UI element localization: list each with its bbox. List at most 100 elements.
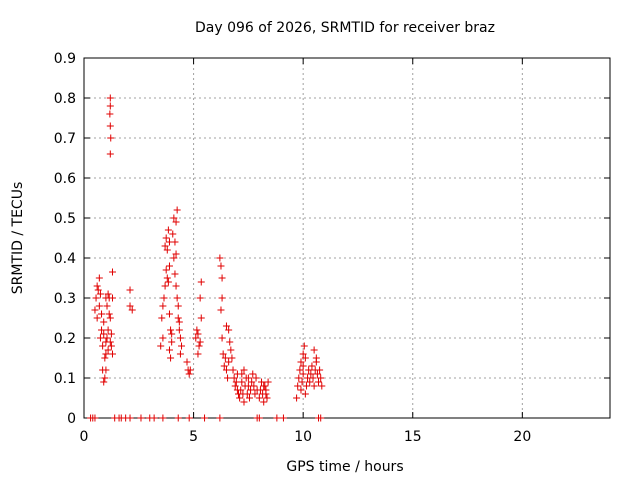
data-point (172, 282, 180, 290)
data-point (103, 302, 111, 310)
data-point (126, 302, 134, 310)
data-point (252, 374, 260, 382)
data-point (251, 390, 259, 398)
data-point (106, 338, 114, 346)
data-point (219, 350, 227, 358)
data-point (96, 290, 104, 298)
x-tick-label: 20 (513, 429, 531, 445)
data-point (106, 150, 114, 158)
data-point (170, 214, 178, 222)
data-point (173, 294, 181, 302)
y-tick-label: 0.2 (54, 331, 76, 347)
data-point (220, 362, 228, 370)
data-point (293, 394, 301, 402)
data-point (201, 414, 209, 422)
data-point (255, 394, 263, 402)
y-tick-label: 0.4 (54, 251, 76, 267)
data-point (262, 390, 270, 398)
data-point (307, 370, 315, 378)
data-point (102, 350, 110, 358)
data-point (243, 390, 251, 398)
data-point (159, 334, 167, 342)
data-point (101, 374, 109, 382)
data-point (264, 378, 272, 386)
data-point (260, 382, 268, 390)
data-point (297, 358, 305, 366)
data-point (167, 326, 175, 334)
data-point (167, 354, 175, 362)
data-point (196, 294, 204, 302)
x-tick-label: 5 (189, 429, 198, 445)
data-point (99, 342, 107, 350)
data-point (217, 306, 225, 314)
data-point (100, 318, 108, 326)
data-point (98, 310, 106, 318)
data-point (108, 350, 116, 358)
data-point (194, 330, 202, 338)
data-point (161, 282, 169, 290)
y-tick-label: 0.9 (54, 51, 76, 67)
data-point (263, 394, 271, 402)
data-point (93, 314, 101, 322)
data-point (104, 346, 112, 354)
data-point (169, 230, 177, 238)
data-point (300, 342, 308, 350)
chart-title: Day 096 of 2026, SRMTID for receiver bra… (195, 20, 495, 36)
data-point (137, 414, 145, 422)
data-point (107, 342, 115, 350)
data-point (195, 342, 203, 350)
data-point (228, 354, 236, 362)
data-point (106, 110, 114, 118)
data-point (91, 414, 99, 422)
data-point (107, 134, 115, 142)
data-point (217, 262, 225, 270)
data-point (163, 274, 171, 282)
y-tick-label: 0.3 (54, 291, 76, 307)
data-point (128, 306, 136, 314)
y-axis-label: SRMTID / TECUs (10, 182, 26, 295)
data-point (244, 374, 252, 382)
data-point (178, 342, 186, 350)
x-tick-label: 0 (80, 429, 89, 445)
x-axis-label: GPS time / hours (286, 459, 403, 475)
data-point (100, 330, 108, 338)
data-point (221, 354, 229, 362)
data-point (104, 290, 112, 298)
data-point (299, 350, 307, 358)
data-point (175, 326, 183, 334)
data-point (248, 378, 256, 386)
data-point (230, 374, 238, 382)
data-point (165, 310, 173, 318)
data-point (309, 374, 317, 382)
data-point (273, 414, 281, 422)
data-point (108, 294, 116, 302)
x-tick-label: 10 (294, 429, 312, 445)
data-point (255, 414, 263, 422)
data-point (105, 310, 113, 318)
data-point (126, 286, 134, 294)
data-point (170, 254, 178, 262)
data-point (238, 370, 246, 378)
data-point (176, 334, 184, 342)
data-point (218, 294, 226, 302)
data-point (194, 350, 202, 358)
data-point (279, 414, 287, 422)
data-point (250, 382, 258, 390)
data-point (165, 262, 173, 270)
data-point (95, 274, 103, 282)
y-tick-label: 0 (67, 411, 76, 427)
data-point (260, 398, 268, 406)
data-point (106, 122, 114, 130)
x-tick-label: 15 (404, 429, 422, 445)
data-point (224, 374, 232, 382)
data-point (316, 366, 324, 374)
data-point (218, 334, 226, 342)
data-point (94, 286, 102, 294)
data-point (258, 378, 266, 386)
data-point (231, 382, 239, 390)
data-point (159, 414, 167, 422)
data-point (171, 238, 179, 246)
data-point (101, 354, 109, 362)
y-tick-label: 0.6 (54, 171, 76, 187)
data-point (164, 278, 172, 286)
